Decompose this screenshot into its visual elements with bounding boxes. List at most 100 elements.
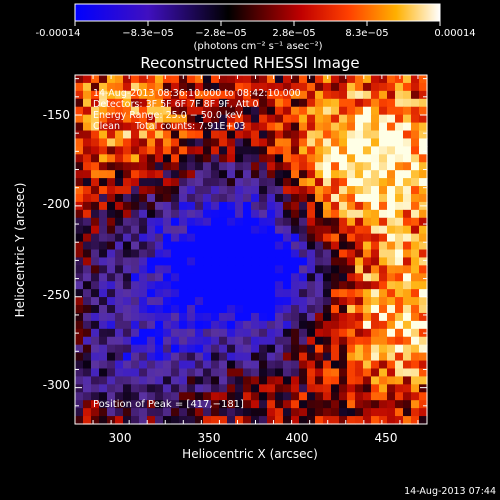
heatmap-cell xyxy=(323,162,332,171)
heatmap-cell xyxy=(243,75,252,84)
heatmap-cell xyxy=(379,289,388,298)
heatmap-cell xyxy=(291,281,300,290)
heatmap-cell xyxy=(99,178,108,187)
heatmap-cell xyxy=(371,114,380,124)
heatmap-cell xyxy=(355,312,364,322)
heatmap-cell xyxy=(123,297,132,306)
heatmap-cell xyxy=(211,416,220,425)
heatmap-cell xyxy=(291,217,300,227)
heatmap-cell xyxy=(395,344,404,354)
heatmap-cell xyxy=(179,154,188,163)
heatmap-cell xyxy=(339,162,348,171)
heatmap-cell xyxy=(355,233,364,243)
heatmap-cell xyxy=(227,154,236,163)
heatmap-cell xyxy=(411,273,420,282)
heatmap-cell xyxy=(299,225,308,235)
heatmap-cell xyxy=(139,170,148,179)
heatmap-cell xyxy=(419,106,428,116)
heatmap-cell xyxy=(211,138,220,147)
heatmap-cell xyxy=(379,178,388,187)
heatmap-cell xyxy=(179,408,188,417)
heatmap-cell xyxy=(363,376,372,385)
heatmap-cell xyxy=(155,400,164,409)
heatmap-cell xyxy=(355,320,364,330)
heatmap-cell xyxy=(339,265,348,274)
heatmap-cell xyxy=(187,249,196,259)
heatmap-cell xyxy=(331,305,340,314)
heatmap-cell xyxy=(275,312,284,322)
heatmap-cell xyxy=(323,98,332,108)
heatmap-cell xyxy=(235,265,244,274)
heatmap-cell xyxy=(91,273,100,282)
heatmap-cell xyxy=(163,336,172,346)
heatmap-cell xyxy=(179,320,188,330)
heatmap-cell xyxy=(227,75,236,84)
heatmap-cell xyxy=(275,186,284,195)
heatmap-cell xyxy=(195,360,204,370)
heatmap-cell xyxy=(235,209,244,219)
heatmap-cell xyxy=(283,312,292,322)
heatmap-cell xyxy=(171,241,180,251)
heatmap-cell xyxy=(115,368,124,378)
heatmap-cell xyxy=(99,114,108,124)
heatmap-cell xyxy=(91,249,100,259)
heatmap-cell xyxy=(171,146,180,155)
heatmap-cell xyxy=(267,233,276,243)
heatmap-cell xyxy=(395,193,404,203)
heatmap-cell xyxy=(275,384,284,393)
heatmap-cell xyxy=(235,241,244,251)
heatmap-cell xyxy=(275,146,284,155)
heatmap-cell xyxy=(99,289,108,298)
heatmap-cell xyxy=(131,241,140,251)
heatmap-cell xyxy=(83,312,92,322)
heatmap-cell xyxy=(147,376,156,385)
heatmap-cell xyxy=(419,257,428,266)
heatmap-cell xyxy=(195,320,204,330)
heatmap-cell xyxy=(411,312,420,322)
heatmap-cell xyxy=(331,138,340,147)
heatmap-cell xyxy=(355,273,364,282)
heatmap-cell xyxy=(219,400,228,409)
heatmap-cell xyxy=(227,90,236,100)
heatmap-cell xyxy=(283,146,292,155)
heatmap-cell xyxy=(291,193,300,203)
heatmap-cell xyxy=(267,312,276,322)
heatmap-cell xyxy=(315,130,324,140)
heatmap-cell xyxy=(107,265,116,274)
heatmap-cell xyxy=(107,408,116,417)
heatmap-cell xyxy=(355,106,364,116)
heatmap-cell xyxy=(411,392,420,401)
heatmap-cell xyxy=(355,217,364,227)
heatmap-cell xyxy=(227,352,236,362)
heatmap-cell xyxy=(219,376,228,385)
heatmap-cell xyxy=(211,408,220,417)
heatmap-cell xyxy=(235,90,244,100)
x-axis-ticks xyxy=(74,75,419,424)
heatmap-cell xyxy=(331,328,340,338)
colorbar-tick-label: 2.8e−05 xyxy=(272,28,315,39)
heatmap-cell xyxy=(115,225,124,235)
heatmap-cell xyxy=(339,154,348,163)
heatmap-cell xyxy=(387,265,396,274)
heatmap-cell xyxy=(155,320,164,330)
heatmap-cell xyxy=(419,312,428,322)
heatmap-cell xyxy=(99,82,108,92)
heatmap-cell xyxy=(259,82,268,92)
heatmap-cell xyxy=(323,328,332,338)
heatmap-cell xyxy=(403,392,412,401)
heatmap-cell xyxy=(155,162,164,171)
heatmap-cell xyxy=(315,328,324,338)
heatmap-cell xyxy=(155,75,164,84)
heatmap-cell xyxy=(179,360,188,370)
heatmap-cell xyxy=(283,98,292,108)
heatmap-cell xyxy=(299,408,308,417)
heatmap-cell xyxy=(131,75,140,84)
heatmap-cell xyxy=(299,368,308,378)
heatmap-cell xyxy=(227,209,236,219)
heatmap-cell xyxy=(131,193,140,203)
heatmap-cell xyxy=(267,344,276,354)
heatmap-cell xyxy=(315,122,324,132)
heatmap-cell xyxy=(235,289,244,298)
heatmap-cell xyxy=(355,225,364,235)
heatmap-cell xyxy=(211,289,220,298)
